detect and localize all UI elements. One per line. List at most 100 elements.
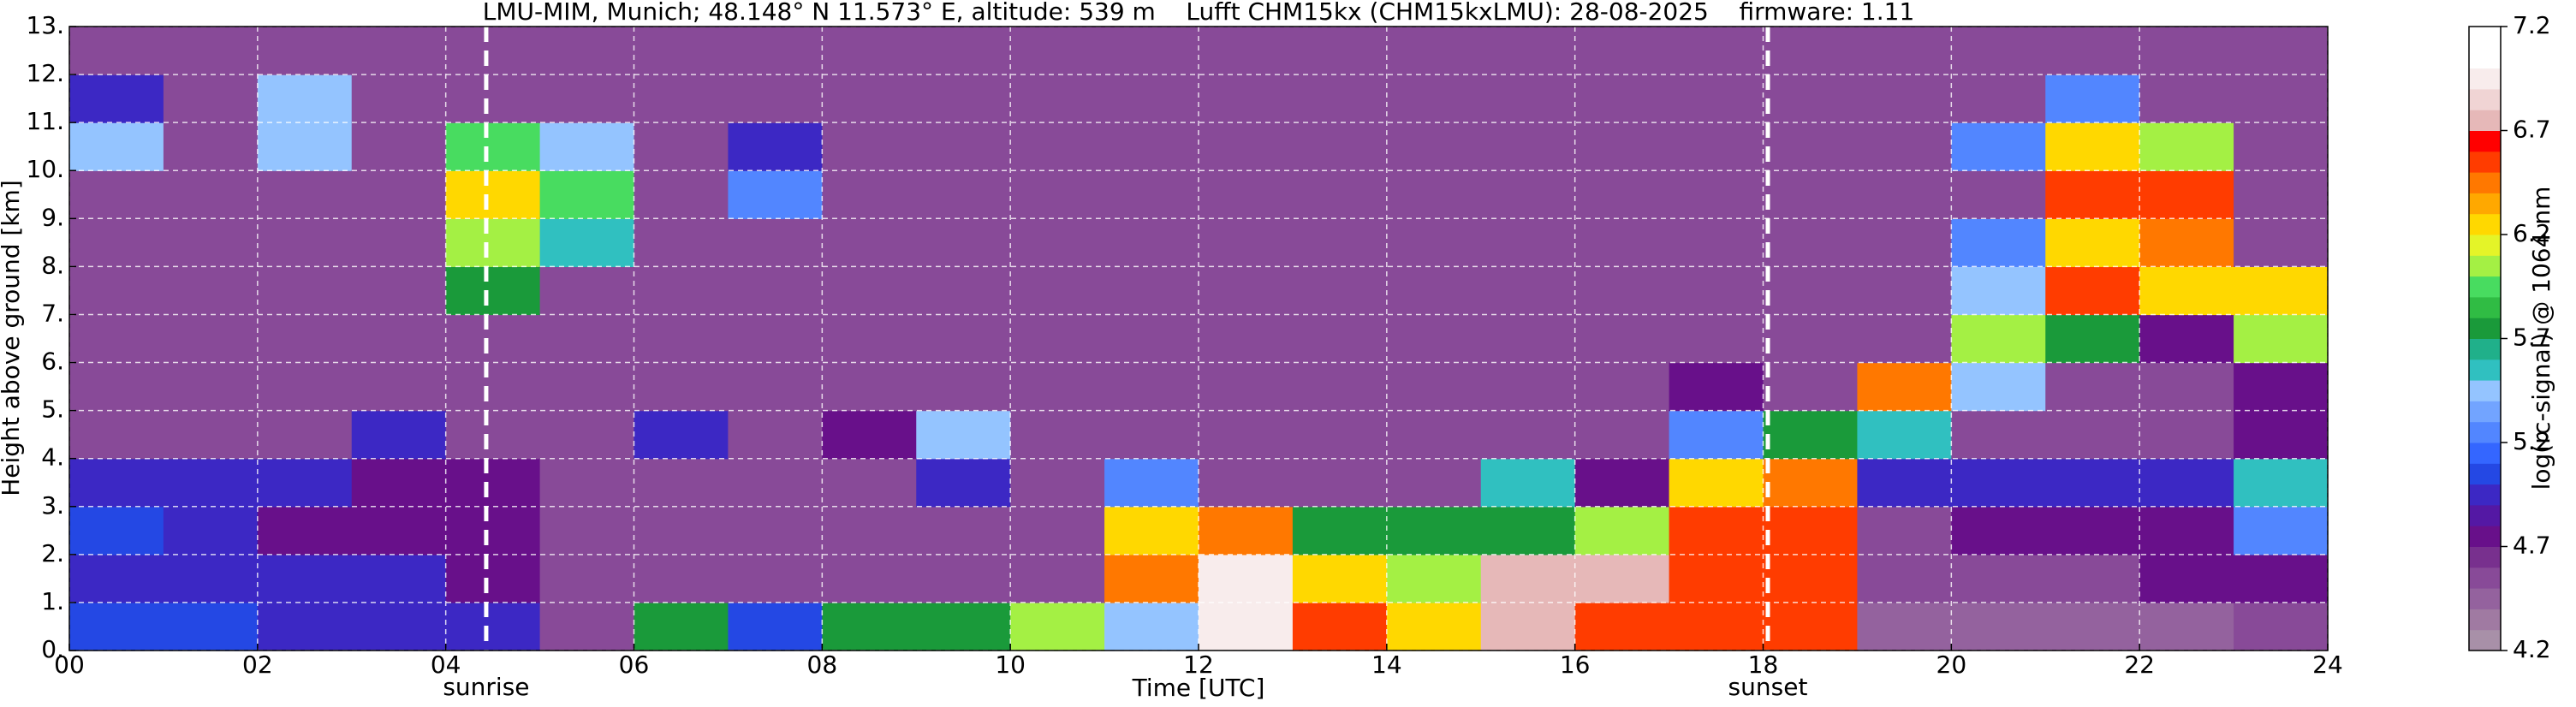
heatmap-cell	[1857, 362, 1952, 412]
heatmap-cell	[2045, 27, 2140, 75]
heatmap-cell	[916, 362, 1011, 412]
heatmap-cell	[2234, 218, 2329, 267]
colorbar-swatch	[2469, 484, 2501, 506]
heatmap-cell	[539, 74, 635, 123]
heatmap-cell	[2139, 27, 2234, 75]
heatmap-cell	[822, 458, 917, 508]
heatmap-cell	[1574, 122, 1670, 171]
heatmap-cell	[1951, 554, 2046, 603]
heatmap-cell	[163, 506, 259, 556]
heatmap-cell	[1669, 314, 1764, 364]
heatmap-cell	[634, 314, 729, 364]
x-tick-label: 00	[54, 651, 85, 679]
heatmap-cell	[1669, 458, 1764, 508]
heatmap-cell	[634, 602, 729, 651]
heatmap-cell	[69, 554, 164, 603]
heatmap-cell	[1951, 410, 2046, 460]
heatmap-cell	[1292, 266, 1388, 316]
heatmap-cell	[1857, 218, 1952, 267]
heatmap-cell	[634, 410, 729, 460]
heatmap-cell	[2234, 362, 2329, 412]
heatmap-cell	[1480, 314, 1576, 364]
heatmap-cell	[822, 122, 917, 171]
heatmap-cell	[1763, 314, 1859, 364]
heatmap-cell	[351, 362, 447, 412]
heatmap-cell	[916, 27, 1011, 75]
heatmap-cell	[1951, 170, 2046, 219]
colorbar-swatch	[2469, 463, 2501, 485]
heatmap-cell	[1292, 170, 1388, 219]
heatmap-cell	[163, 314, 259, 364]
heatmap-cell	[1104, 218, 1199, 267]
heatmap-cell	[1386, 74, 1482, 123]
heatmap-cell	[1574, 602, 1670, 651]
heatmap-cell	[445, 27, 541, 75]
y-tick-label: 6.	[41, 348, 64, 376]
heatmap-cell	[1199, 458, 1294, 508]
heatmap-cell	[2045, 122, 2140, 171]
heatmap-cell	[69, 458, 164, 508]
heatmap-cell	[69, 602, 164, 651]
heatmap-cell	[822, 314, 917, 364]
heatmap-cell	[539, 314, 635, 364]
y-tick-label: 5.	[41, 395, 64, 424]
x-tick-label: 22	[2124, 651, 2155, 679]
heatmap-cell	[351, 602, 447, 651]
heatmap-cell	[163, 602, 259, 651]
x-tick-label: 12	[1183, 651, 1214, 679]
heatmap-cell	[1480, 362, 1576, 412]
x-axis-label: Time [UTC]	[1132, 674, 1265, 702]
heatmap-cell	[1292, 410, 1388, 460]
colorbar-swatch	[2469, 68, 2501, 90]
colorbar-swatch	[2469, 567, 2501, 589]
colorbar-swatch	[2469, 27, 2501, 48]
colorbar-swatch	[2469, 47, 2501, 69]
heatmap-cell	[1199, 506, 1294, 556]
heatmap-cell	[1857, 554, 1952, 603]
x-tick-label: 20	[1936, 651, 1967, 679]
heatmap-cell	[1199, 410, 1294, 460]
heatmap-cell	[822, 170, 917, 219]
heatmap-cell	[1669, 266, 1764, 316]
colorbar-swatch	[2469, 130, 2501, 152]
heatmap-cell	[1386, 122, 1482, 171]
heatmap-cell	[1292, 27, 1388, 75]
heatmap-cell	[1104, 410, 1199, 460]
y-tick-label: 0.	[41, 635, 64, 663]
heatmap-cell	[1386, 314, 1482, 364]
heatmap-cell	[257, 27, 353, 75]
heatmap-cell	[1199, 554, 1294, 603]
heatmap-cell	[1574, 314, 1670, 364]
colorbar-swatch	[2469, 110, 2501, 131]
heatmap-cell	[916, 554, 1011, 603]
heatmap-cell	[163, 554, 259, 603]
heatmap-cell	[1292, 362, 1388, 412]
heatmap-cell	[163, 74, 259, 123]
colorbar-swatch	[2469, 443, 2501, 464]
heatmap-cell	[1763, 506, 1859, 556]
heatmap-cell	[1669, 602, 1764, 651]
heatmap-cell	[445, 506, 541, 556]
y-tick-label: 8.	[41, 251, 64, 279]
heatmap-cell	[2139, 602, 2234, 651]
heatmap-cell	[2045, 554, 2140, 603]
heatmap-cell	[69, 410, 164, 460]
heatmap-cell	[1574, 74, 1670, 123]
heatmap-cell	[822, 602, 917, 651]
heatmap-cell	[1951, 602, 2046, 651]
colorbar-swatch	[2469, 213, 2501, 235]
heatmap-cell	[1104, 506, 1199, 556]
heatmap-cell	[1199, 314, 1294, 364]
y-tick-label: 3.	[41, 491, 64, 520]
heatmap-cell	[163, 27, 259, 75]
heatmap-cell	[1480, 74, 1576, 123]
heatmap-cell	[351, 314, 447, 364]
heatmap-cell	[1480, 602, 1576, 651]
heatmap-cell	[163, 458, 259, 508]
heatmap-cell	[2045, 218, 2140, 267]
heatmap-cell	[539, 554, 635, 603]
heatmap-cell	[2045, 314, 2140, 364]
heatmap-cell	[1857, 602, 1952, 651]
colorbar-swatch	[2469, 588, 2501, 609]
heatmap-cell	[2234, 314, 2329, 364]
